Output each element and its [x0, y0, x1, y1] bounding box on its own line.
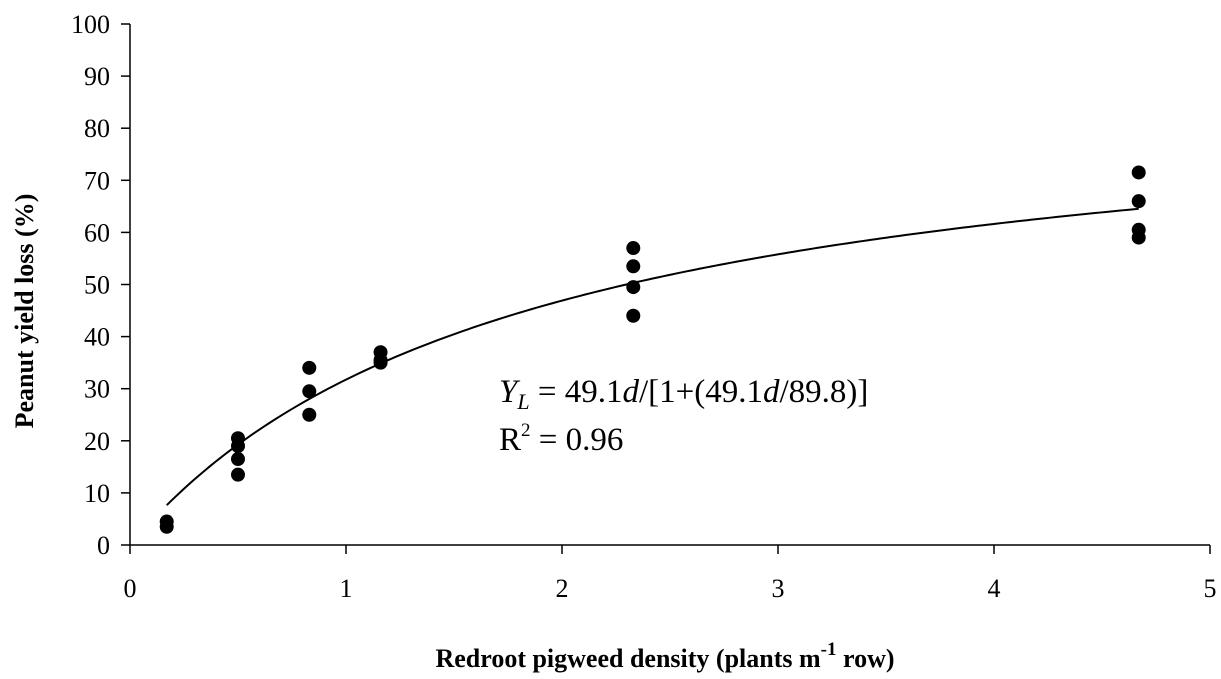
equation-end: /89.8)]: [780, 374, 869, 410]
data-point: [626, 259, 641, 274]
x-ticks: 0 1 2 3 4 5: [124, 545, 1217, 603]
x-tick-label: 4: [988, 574, 1001, 603]
equation-var: Y: [499, 374, 521, 410]
y-tick-label: 100: [71, 10, 110, 39]
data-point: [231, 467, 245, 482]
y-tick-label: 10: [84, 479, 110, 508]
x-axis-title: Redroot pigweed density (plants m-1 row): [435, 639, 894, 673]
equation-annotation: YL = 49.1d/[1+(49.1d/89.8)]: [499, 374, 868, 414]
equation-eq: = 49.1: [530, 374, 623, 410]
x-axis-title-main: Redroot pigweed density (plants m: [435, 644, 821, 673]
data-point: [231, 452, 245, 467]
data-points: [159, 165, 1146, 534]
y-tick-label: 70: [84, 166, 110, 195]
y-tick-label: 60: [84, 218, 110, 247]
equation-d1: d: [622, 374, 639, 410]
x-tick-label: 5: [1204, 574, 1217, 603]
x-axis-title-sup: -1: [821, 639, 837, 660]
y-ticks: 0 10 20 30 40 50 60 70 80 90 100: [71, 10, 130, 560]
data-point: [1131, 165, 1146, 180]
data-point: [231, 431, 245, 446]
data-point: [626, 241, 641, 256]
y-tick-label: 20: [84, 427, 110, 456]
y-tick-label: 0: [97, 531, 110, 560]
data-point: [302, 407, 317, 422]
r-squared-annotation: R2 = 0.96: [499, 420, 623, 458]
r2-rest: = 0.96: [531, 422, 624, 458]
fit-curve: [166, 207, 1139, 506]
x-tick-label: 3: [772, 574, 785, 603]
y-tick-label: 80: [84, 114, 110, 143]
data-point: [373, 345, 388, 360]
equation-sub: L: [516, 389, 529, 414]
data-point: [626, 280, 641, 295]
data-point: [1131, 222, 1146, 237]
axes: 0 10 20 30 40 50 60 70 80 90 100 0 1 2 3 4 5: [71, 10, 1217, 603]
data-point: [626, 308, 641, 323]
y-axis-title: Peanut yield loss (%): [10, 194, 39, 429]
equation-d2: d: [763, 374, 780, 410]
data-point: [159, 514, 174, 529]
data-point: [302, 360, 317, 375]
r2-sup: 2: [521, 420, 531, 441]
x-axis-title-end: row): [837, 644, 895, 673]
equation-mid: /[1+(49.1: [639, 374, 763, 410]
data-point: [302, 384, 317, 399]
y-tick-label: 50: [84, 271, 110, 300]
y-tick-label: 30: [84, 375, 110, 404]
x-tick-label: 2: [556, 574, 569, 603]
y-tick-label: 40: [84, 323, 110, 352]
r2-base: R: [499, 422, 521, 458]
data-point: [1131, 194, 1146, 209]
y-tick-label: 90: [84, 62, 110, 91]
x-tick-label: 1: [340, 574, 353, 603]
x-tick-label: 0: [124, 574, 137, 603]
